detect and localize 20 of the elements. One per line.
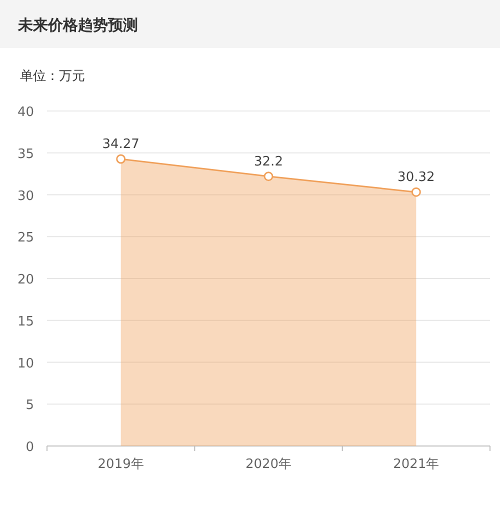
y-tick-label: 20 [17,272,34,288]
data-label: 32.2 [254,154,283,170]
point [116,154,126,164]
y-tick-label: 5 [26,398,34,414]
chart-title: 未来价格趋势预测 [17,16,138,34]
y-tick-label: 0 [26,440,34,455]
x-tick-label: 2020年 [245,457,292,472]
x-tick-label: 2019年 [98,457,144,472]
y-tick-label: 30 [17,188,34,204]
y-tick-label: 10 [17,356,34,372]
data-label: 34.27 [102,136,140,152]
y-tick-label: 35 [17,146,34,162]
y-axis-title: 单位：万元 [20,69,85,84]
x-tick-label: 2021年 [393,457,440,472]
data-label: 30.32 [398,170,435,186]
point [411,187,421,197]
y-tick-label: 25 [17,230,34,246]
y-tick-label: 15 [17,314,34,330]
y-tick-label: 40 [17,105,34,120]
point [264,172,274,182]
